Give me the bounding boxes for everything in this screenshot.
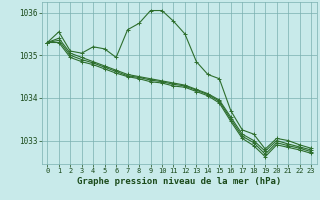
X-axis label: Graphe pression niveau de la mer (hPa): Graphe pression niveau de la mer (hPa) xyxy=(77,177,281,186)
